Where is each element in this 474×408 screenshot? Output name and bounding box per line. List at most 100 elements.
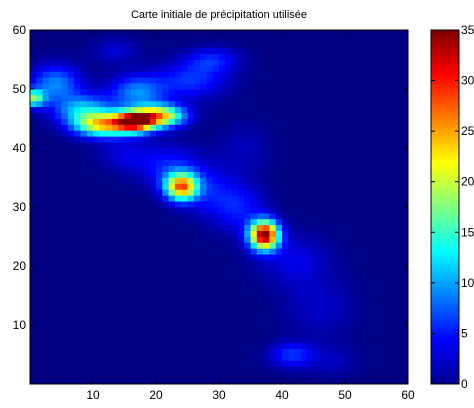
- heatmap-cell: [187, 277, 195, 285]
- heatmap-cell: [395, 71, 403, 78]
- heatmap-cell: [67, 254, 75, 261]
- heatmap-cell: [80, 35, 88, 43]
- heatmap-cell: [389, 53, 396, 60]
- heatmap-cell: [67, 366, 75, 373]
- heatmap-cell: [288, 212, 295, 220]
- heatmap-cell: [231, 165, 239, 172]
- heatmap-cell: [162, 236, 169, 243]
- heatmap-cell: [345, 89, 352, 96]
- y-tick-label: 30: [13, 200, 27, 214]
- heatmap-cell: [143, 89, 151, 96]
- heatmap-cell: [187, 248, 195, 255]
- heatmap-cell: [137, 236, 144, 243]
- heatmap-cell: [319, 307, 327, 314]
- heatmap-cell: [250, 201, 258, 208]
- heatmap-cell: [307, 53, 314, 60]
- heatmap-cell: [376, 307, 384, 314]
- heatmap-cell: [250, 30, 258, 37]
- heatmap-cell: [351, 313, 358, 320]
- heatmap-cell: [401, 236, 409, 243]
- heatmap-cell: [395, 301, 403, 308]
- heatmap-cell: [357, 342, 365, 349]
- heatmap-cell: [162, 313, 169, 320]
- x-axis: 10 20 30 40 50 60: [86, 30, 415, 402]
- heatmap-cell: [250, 89, 258, 96]
- heatmap-cell: [137, 195, 144, 202]
- heatmap-cell: [55, 142, 62, 149]
- heatmap-cell: [36, 71, 43, 78]
- heatmap-cell: [376, 35, 384, 43]
- heatmap-cell: [80, 260, 88, 267]
- heatmap-cell: [74, 313, 81, 320]
- heatmap-cell: [61, 77, 69, 84]
- heatmap-cell: [395, 289, 403, 296]
- heatmap-cell: [370, 236, 377, 243]
- heatmap-cell: [395, 366, 403, 373]
- heatmap-cell: [168, 366, 176, 373]
- heatmap-cell: [332, 71, 340, 78]
- heatmap-cell: [294, 94, 302, 102]
- heatmap-cell: [300, 342, 308, 349]
- heatmap-cell: [357, 277, 365, 285]
- heatmap-cell: [137, 271, 144, 279]
- heatmap-cell: [174, 201, 182, 208]
- heatmap-cell: [168, 236, 176, 243]
- heatmap-cell: [382, 212, 390, 220]
- heatmap-cell: [288, 360, 295, 367]
- heatmap-cell: [130, 330, 138, 338]
- heatmap-cell: [231, 35, 239, 43]
- heatmap-cell: [294, 212, 302, 220]
- heatmap-cell: [36, 35, 43, 43]
- heatmap-cell: [395, 89, 403, 96]
- heatmap-cell: [74, 271, 81, 279]
- heatmap-cell: [118, 230, 125, 237]
- heatmap-cell: [389, 201, 396, 208]
- heatmap-cell: [319, 277, 327, 285]
- heatmap-cell: [338, 136, 346, 143]
- heatmap-cell: [124, 171, 132, 178]
- heatmap-cell: [61, 301, 69, 308]
- heatmap-cell: [162, 83, 169, 90]
- heatmap-cell: [156, 94, 163, 102]
- heatmap-cell: [86, 53, 94, 60]
- heatmap-cell: [351, 100, 358, 108]
- heatmap-cell: [80, 189, 88, 196]
- heatmap-cell: [244, 224, 251, 231]
- heatmap-cell: [263, 30, 270, 37]
- heatmap-cell: [162, 248, 169, 255]
- heatmap-cell: [231, 153, 239, 161]
- heatmap-cell: [250, 41, 258, 49]
- heatmap-cell: [382, 71, 390, 78]
- heatmap-cell: [395, 330, 403, 338]
- heatmap-cell: [357, 289, 365, 296]
- colorbar-tick-label: 15: [461, 225, 474, 239]
- heatmap-cell: [156, 41, 163, 49]
- heatmap-cell: [345, 159, 352, 167]
- heatmap-cell: [193, 295, 201, 302]
- heatmap-cell: [313, 207, 321, 214]
- heatmap-cell: [156, 106, 163, 113]
- heatmap-cell: [149, 59, 157, 66]
- heatmap-cell: [269, 100, 277, 108]
- heatmap-cell: [282, 242, 289, 249]
- heatmap-cell: [99, 207, 106, 214]
- heatmap-cell: [48, 277, 56, 285]
- heatmap-cell: [219, 165, 226, 172]
- heatmap-cell: [36, 65, 43, 72]
- heatmap-cell: [231, 30, 239, 37]
- heatmap-cell: [86, 148, 94, 155]
- heatmap-cell: [269, 289, 277, 296]
- heatmap-cell: [42, 260, 50, 267]
- heatmap-cell: [212, 212, 220, 220]
- heatmap-cell: [351, 142, 358, 149]
- heatmap-cell: [105, 165, 113, 172]
- heatmap-cell: [389, 100, 396, 108]
- heatmap-cell: [168, 112, 176, 119]
- heatmap-cell: [300, 372, 308, 379]
- heatmap-cell: [48, 207, 56, 214]
- heatmap-cell: [200, 106, 207, 113]
- heatmap-cell: [124, 148, 132, 155]
- heatmap-cell: [237, 148, 245, 155]
- heatmap-cell: [269, 77, 277, 84]
- heatmap-cell: [181, 77, 188, 84]
